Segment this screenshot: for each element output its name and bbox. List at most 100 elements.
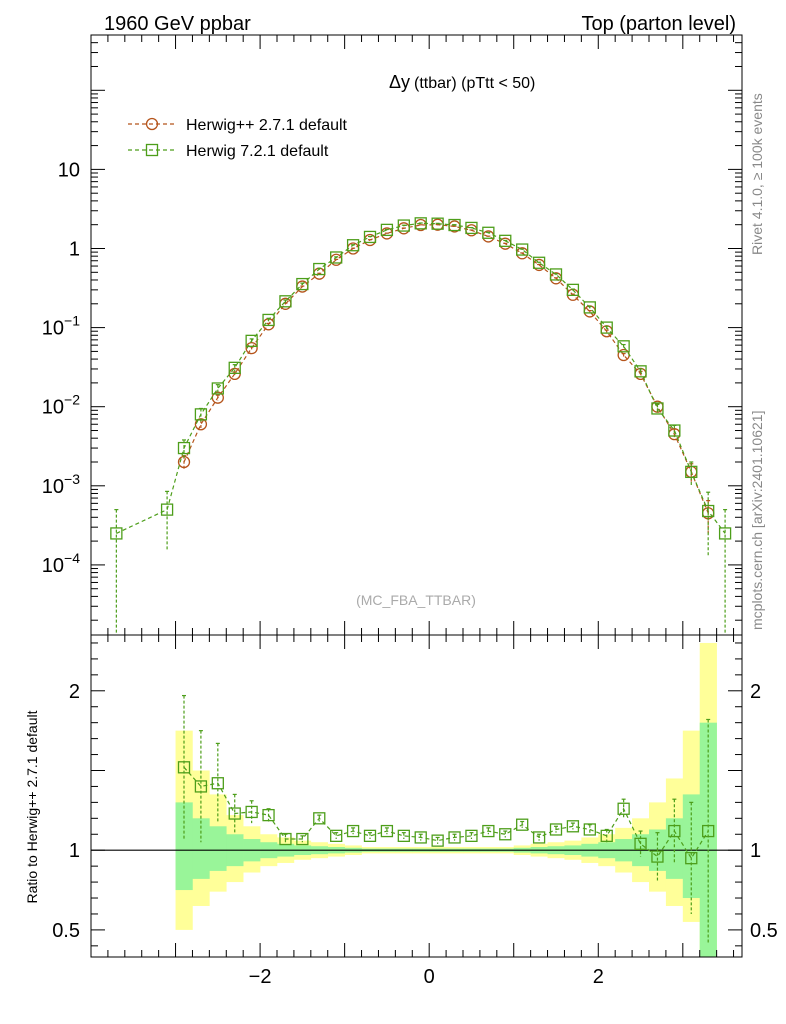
ratio-point-herwig-7-2-1-default [262, 808, 275, 822]
ratio-point-herwig-7-2-1-default [313, 812, 326, 825]
series-line-herwig-7-2-1-default [116, 222, 726, 534]
ratio-point-herwig-7-2-1-default [346, 824, 360, 838]
data-point-herwig-7-2-1-default [330, 251, 343, 264]
main-panel: 10−4 10−3 10−2 10−1 1 10 Δy (ttbar) (pTtt < 5… [42, 34, 743, 636]
ratio-point-herwig-7-2-1-default [414, 831, 427, 844]
data-point-herwig-2-7-1-default [668, 427, 681, 441]
ratio-panel: 0.5 0.5 1 1 2 2 −2 0 2 Ratio to Herwig++ 2.7.1 d… [24, 634, 778, 988]
data-point-herwig-7-2-1-default [397, 219, 410, 232]
data-point-herwig-7-2-1-default [313, 262, 326, 276]
uncertainty-band-green [192, 818, 210, 879]
ratio-point-herwig-7-2-1-default [431, 834, 444, 847]
ratio-y-tick-label-left: 0.5 [52, 920, 80, 942]
uncertainty-band-green [682, 794, 701, 899]
ratio-point-herwig-7-2-1-default [668, 824, 681, 838]
data-point-herwig-7-2-1-default [465, 221, 478, 235]
ratio-point-herwig-7-2-1-default [566, 820, 580, 833]
ratio-point-herwig-7-2-1-default [194, 780, 208, 793]
data-point-herwig-7-2-1-default [228, 361, 241, 374]
data-point-herwig-7-2-1-default [668, 424, 681, 437]
ratio-y-axis-label: Ratio to Herwig++ 2.7.1 default [24, 710, 40, 903]
data-point-herwig-7-2-1-default [160, 503, 174, 516]
data-point-herwig-2-7-1-default [330, 253, 343, 266]
data-point-herwig-7-2-1-default [194, 408, 208, 421]
data-point-herwig-7-2-1-default [482, 226, 495, 239]
series-line-herwig-2-7-1-default [183, 224, 709, 514]
data-point-herwig-7-2-1-default [245, 334, 258, 347]
data-point-herwig-2-7-1-default [397, 222, 410, 235]
data-point-herwig-7-2-1-default [583, 301, 596, 314]
ratio-point-herwig-7-2-1-default [330, 829, 343, 843]
y-tick-label: 10−2 [42, 392, 80, 419]
ratio-point-herwig-7-2-1-default [279, 832, 292, 846]
y-tick-label: 10−3 [42, 471, 80, 498]
data-point-herwig-7-2-1-default [532, 256, 546, 269]
ratio-point-herwig-7-2-1-default [363, 829, 377, 843]
data-point-herwig-7-2-1-default [296, 277, 309, 291]
plot-title-symbol: Δy [389, 72, 410, 92]
data-point-herwig-7-2-1-default [499, 234, 512, 247]
data-point-herwig-7-2-1-default [634, 365, 647, 378]
mcplots-label: mcplots.cern.ch [arXiv:2401.10621] [749, 411, 765, 630]
ratio-point-herwig-7-2-1-default [228, 807, 241, 820]
ratio-point-herwig-7-2-1-default [465, 829, 478, 843]
y-tick-label: 10−4 [42, 550, 80, 577]
ratio-line-herwig-7-2-1-default [183, 766, 709, 860]
x-tick-label: 2 [593, 966, 604, 988]
ratio-point-herwig-7-2-1-default [651, 850, 664, 863]
data-point-herwig-7-2-1-default [651, 402, 664, 415]
data-point-herwig-7-2-1-default [685, 465, 698, 479]
ratio-point-herwig-7-2-1-default [583, 823, 596, 836]
rivet-label: Rivet 4.1.0, ≥ 100k events [749, 93, 765, 255]
ratio-y-tick-label-right: 2 [750, 681, 761, 703]
data-point-herwig-7-2-1-default [549, 268, 563, 281]
ratio-point-herwig-7-2-1-default [532, 831, 546, 844]
data-point-herwig-7-2-1-default [262, 313, 275, 327]
ratio-point-herwig-7-2-1-default [516, 818, 529, 831]
data-point-herwig-7-2-1-default [431, 217, 444, 230]
data-point-herwig-7-2-1-default [448, 218, 461, 232]
ratio-point-herwig-7-2-1-default [245, 805, 258, 819]
data-point-herwig-7-2-1-default [516, 243, 529, 256]
ratio-point-herwig-7-2-1-default [549, 823, 563, 836]
y-tick-label: 10−1 [42, 313, 80, 340]
y-tick-label: 10 [58, 159, 80, 181]
ratio-y-tick-label-right: 1 [750, 840, 761, 862]
ratio-point-herwig-7-2-1-default [177, 761, 191, 774]
plot-title-text: (ttbar) (pTtt < 50) [414, 75, 535, 92]
data-point-herwig-7-2-1-default [177, 441, 191, 455]
legend-label-herwig-pp: Herwig++ 2.7.1 default [186, 117, 348, 134]
data-point-herwig-7-2-1-default [110, 527, 123, 540]
legend-marker-herwig-pp [145, 117, 159, 131]
legend-marker-herwig-7 [145, 143, 159, 157]
ratio-point-herwig-7-2-1-default [634, 837, 647, 850]
data-point-herwig-7-2-1-default [566, 283, 580, 297]
ratio-point-herwig-7-2-1-default [482, 824, 495, 838]
data-point-herwig-7-2-1-default [600, 321, 613, 334]
data-point-herwig-7-2-1-default [279, 295, 292, 308]
data-point-herwig-2-7-1-default [313, 267, 326, 280]
analysis-watermark: (MC_FBA_TTBAR) [356, 592, 476, 608]
ratio-point-herwig-7-2-1-default [296, 832, 309, 846]
ratio-y-tick-label-left: 1 [69, 840, 80, 862]
ratio-point-herwig-7-2-1-default [397, 829, 410, 843]
uncertainty-band-green [209, 826, 227, 871]
data-point-herwig-7-2-1-default [346, 239, 360, 252]
data-point-herwig-7-2-1-default [718, 527, 732, 540]
ratio-y-tick-label-right: 0.5 [750, 920, 778, 942]
ratio-y-tick-label-left: 2 [69, 681, 80, 703]
data-point-herwig-7-2-1-default [380, 223, 394, 237]
ratio-frame [90, 634, 743, 958]
data-point-herwig-7-2-1-default [702, 504, 715, 518]
ratio-point-herwig-7-2-1-default [702, 824, 715, 838]
data-point-herwig-7-2-1-default [414, 217, 427, 230]
x-tick-label: −2 [249, 966, 272, 988]
ratio-point-herwig-7-2-1-default [380, 824, 394, 838]
legend: Herwig++ 2.7.1 default Herwig 7.2.1 defa… [128, 117, 348, 160]
ratio-point-herwig-7-2-1-default [617, 802, 630, 815]
legend-label-herwig-7: Herwig 7.2.1 default [186, 143, 329, 160]
ratio-point-herwig-7-2-1-default [499, 828, 512, 841]
ratio-point-herwig-7-2-1-default [600, 829, 613, 843]
ratio-point-herwig-7-2-1-default [448, 831, 461, 844]
